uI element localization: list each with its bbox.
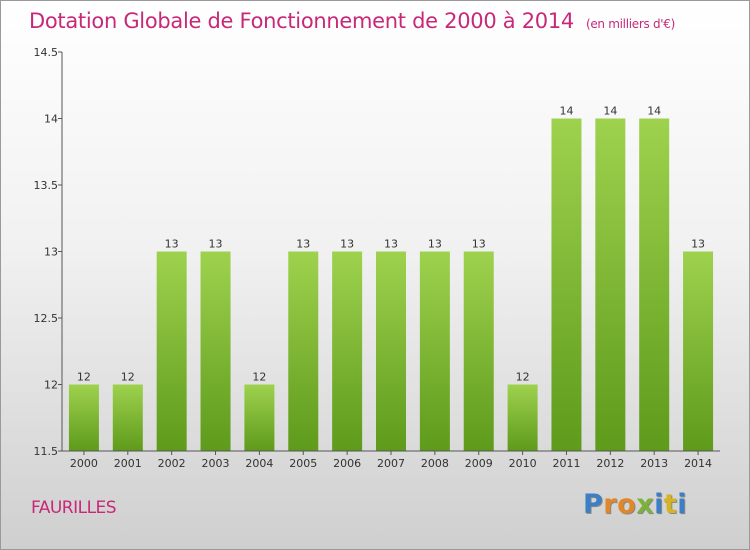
bar-2000 bbox=[68, 384, 99, 451]
data-label-2003: 13 bbox=[209, 238, 223, 251]
bar-2003 bbox=[200, 251, 231, 451]
x-tick-label-2011: 2011 bbox=[552, 457, 580, 470]
y-tick-label-13.5: 13.5 bbox=[34, 179, 59, 192]
x-tick-label-2001: 2001 bbox=[114, 457, 142, 470]
data-label-2008: 13 bbox=[428, 238, 442, 251]
bar-2010 bbox=[507, 384, 538, 451]
x-tick-label-2010: 2010 bbox=[509, 457, 537, 470]
data-label-2002: 13 bbox=[165, 238, 179, 251]
axes-group: 2000 2001 2002 2003 2004 2005 2006 2007 2008 2009… bbox=[34, 46, 720, 470]
data-label-2000: 12 bbox=[77, 371, 91, 384]
y-tick-label-13: 13 bbox=[44, 246, 58, 259]
logo-letter: r bbox=[603, 489, 618, 520]
x-tick-label-2012: 2012 bbox=[596, 457, 624, 470]
x-tick-label-2005: 2005 bbox=[289, 457, 317, 470]
logo-letter: i bbox=[654, 489, 664, 520]
logo-letter: t bbox=[663, 489, 678, 520]
title-text: Dotation Globale de Fonctionnement de 20… bbox=[29, 9, 574, 33]
x-tick-label-2003: 2003 bbox=[202, 457, 230, 470]
bar-2008 bbox=[419, 251, 450, 451]
data-label-2010: 12 bbox=[516, 371, 530, 384]
bar-2013 bbox=[639, 118, 670, 451]
data-label-2011: 14 bbox=[559, 105, 573, 118]
bar-2006 bbox=[332, 251, 363, 451]
data-label-2012: 14 bbox=[603, 105, 617, 118]
x-tick-label-2007: 2007 bbox=[377, 457, 405, 470]
x-tick-label-2000: 2000 bbox=[70, 457, 98, 470]
y-tick-label-11.5: 11.5 bbox=[34, 445, 59, 458]
bar-2005 bbox=[288, 251, 319, 451]
bar-2011 bbox=[551, 118, 582, 451]
y-tick-label-14: 14 bbox=[44, 113, 58, 126]
data-label-2005: 13 bbox=[296, 238, 310, 251]
data-label-2014: 13 bbox=[691, 238, 705, 251]
bar-2001 bbox=[112, 384, 143, 451]
x-tick-label-2014: 2014 bbox=[684, 457, 712, 470]
x-tick-label-2008: 2008 bbox=[421, 457, 449, 470]
x-tick-label-2002: 2002 bbox=[158, 457, 186, 470]
y-tick-label-14.5: 14.5 bbox=[34, 46, 59, 59]
data-label-2007: 13 bbox=[384, 238, 398, 251]
bars-group: 12 12 13 13 12 13 13 13 13 13 12 14 14 14 13 bbox=[68, 105, 714, 451]
bar-2012 bbox=[595, 118, 626, 451]
data-label-2006: 13 bbox=[340, 238, 354, 251]
bar-2009 bbox=[463, 251, 494, 451]
unit-subtitle: (en milliers d'€) bbox=[585, 17, 675, 31]
bar-2002 bbox=[156, 251, 187, 451]
x-tick-label-2009: 2009 bbox=[465, 457, 493, 470]
data-label-2013: 14 bbox=[647, 105, 661, 118]
logo-letter: P bbox=[583, 489, 604, 520]
y-tick-label-12: 12 bbox=[44, 379, 58, 392]
data-label-2001: 12 bbox=[121, 371, 135, 384]
logo-letter: o bbox=[617, 489, 637, 520]
data-label-2004: 12 bbox=[252, 371, 266, 384]
logo-letter: x bbox=[636, 489, 655, 520]
commune-name: FAURILLES bbox=[31, 498, 117, 518]
proxiti-logo: Proxiti bbox=[583, 489, 687, 520]
bar-2014 bbox=[683, 251, 714, 451]
bar-2007 bbox=[376, 251, 406, 451]
y-tick-label-12.5: 12.5 bbox=[34, 312, 59, 325]
chart-title: Dotation Globale de Fonctionnement de 20… bbox=[29, 9, 675, 33]
x-tick-label-2004: 2004 bbox=[245, 457, 273, 470]
bar-2004 bbox=[244, 384, 275, 451]
x-tick-label-2013: 2013 bbox=[640, 457, 668, 470]
logo-letter: i bbox=[677, 489, 688, 520]
x-tick-label-2006: 2006 bbox=[333, 457, 361, 470]
data-label-2009: 13 bbox=[472, 238, 486, 251]
